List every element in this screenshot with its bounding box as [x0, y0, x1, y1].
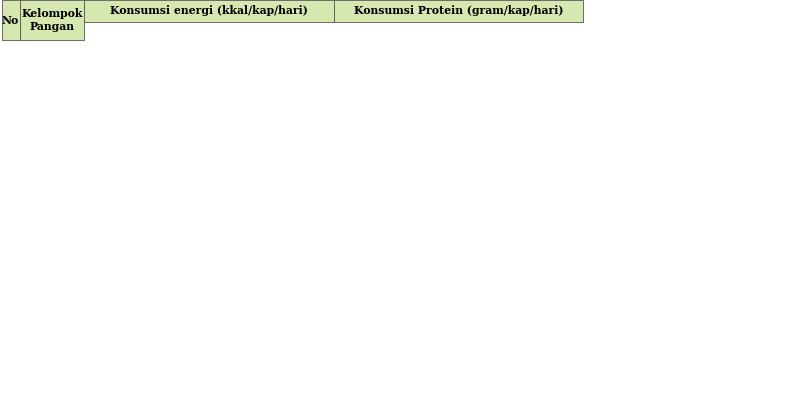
- Text: Pangan: Pangan: [29, 21, 75, 32]
- Bar: [19, 0, 84, 40]
- Bar: [2, 0, 19, 40]
- Text: Konsumsi energi (kkal/kap/hari): Konsumsi energi (kkal/kap/hari): [110, 5, 308, 17]
- Text: No: No: [2, 15, 19, 25]
- Bar: [84, 0, 334, 22]
- Text: Kelompok: Kelompok: [21, 8, 83, 19]
- Bar: [334, 0, 583, 22]
- Text: Konsumsi Protein (gram/kap/hari): Konsumsi Protein (gram/kap/hari): [354, 5, 564, 17]
